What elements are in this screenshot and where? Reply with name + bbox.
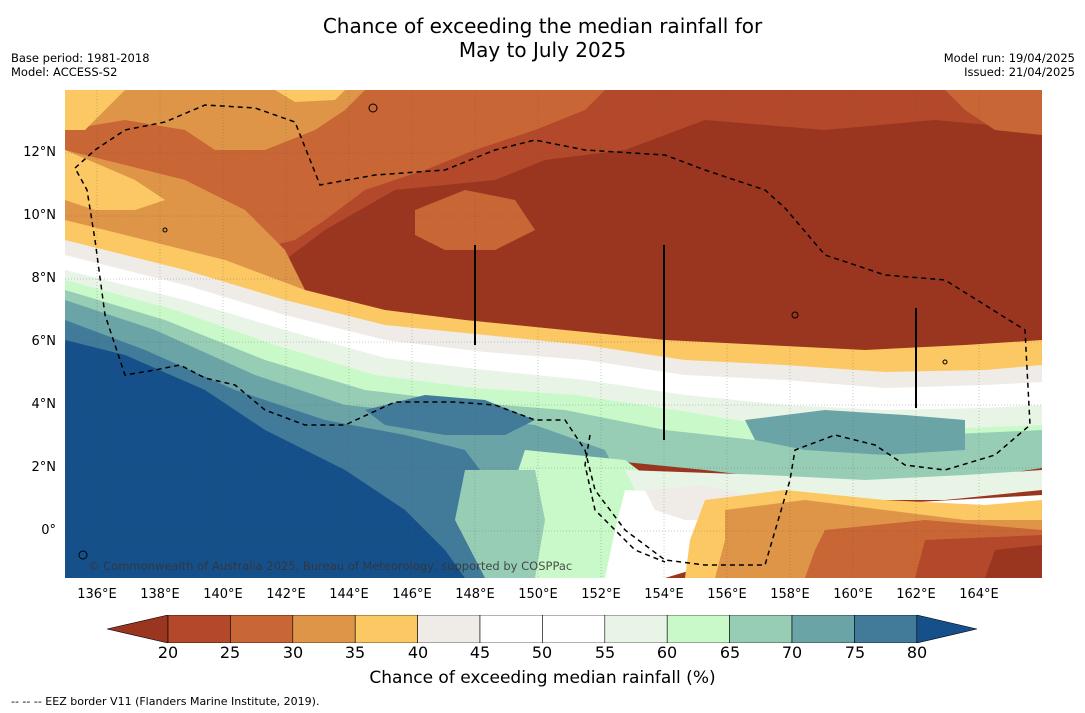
eez-border-west [74, 104, 1031, 566]
colorbar-cell [666, 615, 730, 643]
colorbar-extend-high [916, 615, 977, 643]
lon-label: 136°E [77, 587, 117, 602]
island-markers [78, 103, 948, 560]
colorbar-tick: 75 [844, 643, 866, 662]
title-line-2: May to July 2025 [458, 38, 627, 62]
colorbar-cell [604, 615, 668, 643]
zone-70-south [455, 470, 545, 578]
colorbar-tick: 80 [906, 643, 928, 662]
zone-40-top [275, 90, 345, 102]
colorbar [107, 615, 977, 643]
colorbar-tick: 55 [594, 643, 616, 662]
lon-label: 162°E [896, 587, 936, 602]
model-run: Model run: 19/04/2025 [943, 51, 1075, 65]
lat-label: 6°N [31, 334, 57, 349]
zone-30-ne [945, 90, 1042, 135]
zone-35-north [65, 90, 365, 150]
colorbar-cell [167, 615, 231, 643]
zone-40-nw [65, 150, 165, 210]
eez-border-south [584, 434, 666, 563]
meta-right: Model run: 19/04/2025 Issued: 21/04/2025 [944, 51, 1075, 79]
lon-label: 164°E [959, 587, 999, 602]
lon-label: 150°E [518, 587, 558, 602]
zone-40-north [65, 90, 125, 130]
issued-date: Issued: 21/04/2025 [964, 65, 1075, 79]
lon-label: 138°E [140, 587, 180, 602]
title-line-1: Chance of exceeding the median rainfall … [322, 14, 763, 38]
colorbar-cell [854, 615, 918, 643]
lon-label: 154°E [644, 587, 684, 602]
zone-20-south [985, 545, 1042, 578]
colorbar-tick: 45 [469, 643, 491, 662]
colorbar-cell [729, 615, 793, 643]
colorbar-tick: 50 [531, 643, 553, 662]
colorbar-tick: 30 [282, 643, 304, 662]
lat-label: 4°N [31, 397, 57, 412]
zone-30-mid [415, 190, 535, 250]
colorbar-extend-low [107, 615, 169, 643]
lon-label: 140°E [203, 587, 243, 602]
lon-label: 156°E [707, 587, 747, 602]
lon-label: 146°E [392, 587, 432, 602]
lat-label: 12°N [23, 145, 56, 160]
colorbar-cell [230, 615, 294, 643]
colorbar-label: Chance of exceeding median rainfall (%) [369, 668, 716, 688]
map-gridlines [65, 90, 1042, 578]
colorbar-cell [417, 615, 481, 643]
lon-label: 144°E [329, 587, 369, 602]
colorbar-cell [542, 615, 606, 643]
colorbar-tick: 70 [781, 643, 803, 662]
colorbar-tick: 60 [656, 643, 678, 662]
lon-label: 160°E [833, 587, 873, 602]
colorbar-tick: 35 [344, 643, 366, 662]
lon-label: 158°E [770, 587, 810, 602]
lon-label: 152°E [581, 587, 621, 602]
lat-label: 0° [41, 523, 56, 538]
lat-label: 2°N [31, 460, 57, 475]
zone-85-band [65, 340, 465, 578]
colorbar-cell [354, 615, 418, 643]
colorbar-cell [791, 615, 855, 643]
meta-left: Base period: 1981-2018 Model: ACCESS-S2 [11, 51, 150, 79]
colorbar-tick: 25 [219, 643, 241, 662]
colorbar-cell [292, 615, 356, 643]
base-period: Base period: 1981-2018 [11, 51, 150, 65]
lat-label: 8°N [31, 271, 57, 286]
colorbar-tick: 65 [719, 643, 741, 662]
lon-label: 148°E [455, 587, 495, 602]
rainfall-map [65, 90, 1042, 578]
eez-footnote: -- -- -- EEZ border V11 (Flanders Marine… [11, 695, 320, 708]
colorbar-cell [479, 615, 543, 643]
zone-75-patch-east [745, 410, 965, 455]
lon-label: 142°E [266, 587, 306, 602]
copyright-notice: © Commonwealth of Australia 2025, Bureau… [88, 559, 573, 573]
colorbar-tick: 20 [157, 643, 179, 662]
map-title: Chance of exceeding the median rainfall … [0, 14, 1085, 62]
colorbar-tick: 40 [407, 643, 429, 662]
model-name: Model: ACCESS-S2 [11, 65, 118, 79]
lat-label: 10°N [23, 208, 56, 223]
